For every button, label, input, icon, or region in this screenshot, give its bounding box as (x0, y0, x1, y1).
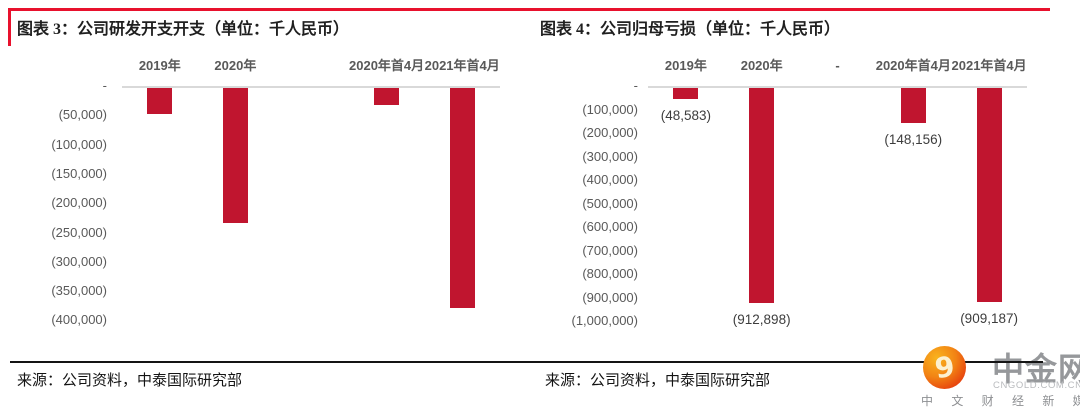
y-axis-tick-label: (100,000) (51, 136, 107, 152)
y-axis-tick-label: (150,000) (51, 165, 107, 181)
category-label: 2020年首4月 (349, 58, 425, 73)
bar (900, 88, 926, 123)
chart3-source: 来源：公司资料，中泰国际研究部 (17, 373, 243, 389)
cloud-glyph: 9 (932, 349, 957, 385)
y-axis-tick-label: (300,000) (51, 253, 107, 269)
category-label: 2020年首4月 (875, 58, 951, 73)
logo-brand-text: 中金网 (992, 351, 1080, 387)
y-axis-tick-label: (250,000) (51, 224, 107, 240)
category-label: 2020年 (740, 58, 783, 73)
y-axis-tick-label: (200,000) (582, 125, 638, 140)
y-axis-tick-label: (200,000) (51, 195, 107, 211)
y-axis-tick-label: (400,000) (51, 312, 107, 328)
y-axis-tick-label: (50,000) (58, 107, 107, 123)
y-axis-tick-label: (600,000) (582, 219, 638, 234)
value-label: (912,898) (732, 311, 791, 327)
value-label: (148,156) (884, 131, 943, 147)
x-axis-line (122, 86, 500, 88)
category-label: 2019年 (138, 58, 181, 73)
bar (976, 88, 1002, 302)
y-axis-tick-label: (800,000) (582, 266, 638, 281)
y-axis-tick-label: (400,000) (582, 172, 638, 187)
y-axis-tick-label: (1,000,000) (571, 313, 639, 328)
category-label: - (835, 58, 840, 73)
bar (374, 88, 400, 105)
bar (749, 88, 775, 303)
bar (222, 88, 248, 223)
y-axis-tick-label: - (102, 78, 107, 93)
y-axis-tick-label: (700,000) (582, 242, 638, 258)
y-axis-tick-label: - (633, 78, 638, 93)
category-label: 2019年 (664, 58, 707, 73)
category-label: 2021年首4月 (951, 58, 1027, 73)
logo-tagline-text: 中 文 财 经 新 媒 体 (921, 394, 1080, 408)
accent-top-line (8, 8, 1050, 11)
y-axis-tick-label: (500,000) (582, 195, 638, 211)
y-axis-tick-label: (350,000) (51, 283, 107, 299)
y-axis-tick-label: (300,000) (582, 148, 638, 164)
category-label: 2021年首4月 (424, 58, 500, 73)
bar (147, 88, 173, 115)
value-label: (909,187) (960, 310, 1018, 326)
y-axis-tick-label: (100,000) (582, 101, 638, 117)
bar (449, 88, 475, 308)
bar (673, 88, 699, 100)
source-separator-line (10, 361, 1043, 363)
chart4-source: 来源：公司资料，中泰国际研究部 (545, 373, 771, 389)
logo-domain-text: CNGOLD.COM.CN (993, 380, 1080, 391)
accent-left-bar (8, 8, 11, 46)
chart4-title: 图表 4：公司归母亏损（单位：千人民币） (540, 21, 841, 38)
chart3-title: 图表 3：公司研发开支开支（单位：千人民币） (17, 21, 350, 38)
cngold-cloud-icon: 9 (923, 346, 966, 389)
category-label: 2020年 (214, 58, 257, 73)
y-axis-tick-label: (900,000) (582, 289, 638, 305)
x-axis-line (648, 86, 1027, 88)
value-label: (48,583) (660, 108, 712, 124)
